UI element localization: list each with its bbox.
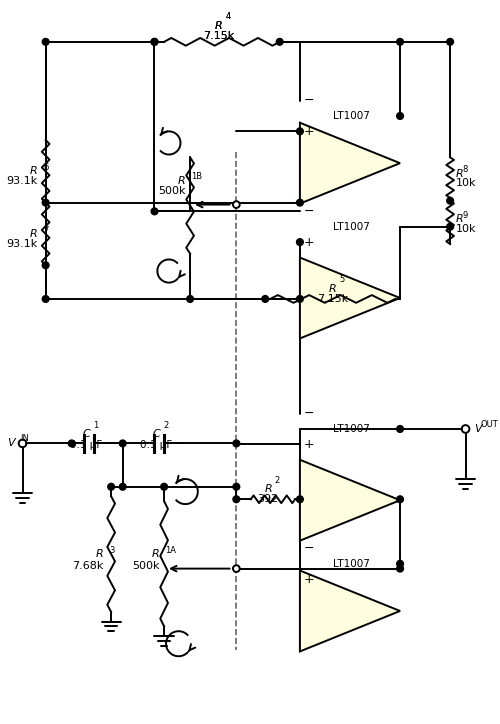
Circle shape — [151, 208, 158, 215]
Circle shape — [151, 38, 158, 45]
Circle shape — [262, 295, 268, 303]
Text: 0.1 μF: 0.1 μF — [70, 439, 102, 450]
Circle shape — [120, 484, 126, 490]
Circle shape — [151, 38, 158, 45]
Circle shape — [233, 440, 239, 447]
Text: 9: 9 — [462, 211, 468, 219]
Text: 5: 5 — [340, 275, 344, 285]
Text: 2: 2 — [163, 421, 168, 429]
Text: V: V — [7, 439, 15, 448]
Text: 10k: 10k — [456, 178, 476, 188]
Text: 500k: 500k — [132, 560, 160, 571]
Circle shape — [396, 565, 404, 572]
Circle shape — [108, 484, 114, 490]
Text: 7.15k: 7.15k — [317, 294, 348, 304]
Text: R: R — [30, 166, 38, 176]
Text: 6: 6 — [44, 162, 49, 172]
Polygon shape — [300, 123, 400, 203]
Circle shape — [396, 113, 404, 119]
Circle shape — [296, 496, 304, 502]
Polygon shape — [300, 460, 400, 541]
Text: C: C — [82, 429, 90, 439]
Circle shape — [233, 201, 239, 208]
Text: 7: 7 — [44, 226, 49, 235]
Polygon shape — [300, 258, 400, 338]
Circle shape — [160, 484, 168, 490]
Text: −: − — [304, 94, 314, 107]
Circle shape — [447, 38, 454, 45]
Text: −: − — [304, 407, 314, 420]
Text: 8: 8 — [462, 165, 468, 174]
Text: R: R — [215, 21, 223, 30]
Text: 4: 4 — [226, 12, 231, 21]
Text: 1: 1 — [93, 421, 98, 429]
Circle shape — [447, 224, 454, 230]
Circle shape — [42, 38, 49, 45]
Text: LT1007: LT1007 — [334, 559, 370, 569]
Text: +: + — [304, 235, 314, 248]
Text: −: − — [304, 542, 314, 555]
Text: 93.1k: 93.1k — [6, 239, 38, 249]
Text: R: R — [215, 21, 223, 30]
Circle shape — [186, 295, 194, 303]
Circle shape — [233, 496, 239, 502]
Circle shape — [233, 565, 239, 572]
Text: +: + — [304, 573, 314, 586]
Circle shape — [42, 199, 49, 206]
Circle shape — [396, 496, 404, 502]
Text: C: C — [152, 429, 160, 439]
Circle shape — [120, 440, 126, 447]
Circle shape — [296, 199, 304, 206]
Text: R: R — [264, 484, 272, 494]
Text: 392: 392 — [258, 494, 278, 505]
Text: 1A: 1A — [165, 546, 176, 555]
Text: OUT: OUT — [481, 420, 498, 429]
Text: 1B: 1B — [191, 172, 202, 181]
Text: +: + — [304, 125, 314, 138]
Circle shape — [296, 128, 304, 135]
Circle shape — [447, 198, 454, 204]
Text: +: + — [304, 438, 314, 451]
Text: R: R — [329, 284, 336, 293]
Circle shape — [233, 484, 239, 490]
Text: R: R — [96, 550, 104, 559]
Circle shape — [42, 262, 49, 269]
Circle shape — [276, 38, 283, 45]
Circle shape — [296, 239, 304, 245]
Text: −: − — [304, 205, 314, 218]
Text: 500k: 500k — [158, 186, 186, 196]
Text: 0.1 μF: 0.1 μF — [140, 439, 172, 450]
Text: 7.15k: 7.15k — [204, 31, 234, 41]
Circle shape — [42, 295, 49, 303]
Text: R: R — [30, 230, 38, 240]
Text: 2: 2 — [275, 476, 280, 484]
Text: 7.68k: 7.68k — [72, 560, 104, 571]
Text: LT1007: LT1007 — [334, 222, 370, 232]
Text: R: R — [456, 214, 464, 224]
Text: IN: IN — [20, 434, 30, 443]
Circle shape — [396, 426, 404, 432]
Text: V: V — [474, 424, 482, 434]
Circle shape — [296, 295, 304, 303]
Text: LT1007: LT1007 — [334, 111, 370, 121]
Text: 93.1k: 93.1k — [6, 175, 38, 185]
Circle shape — [68, 440, 75, 447]
Text: 3: 3 — [109, 546, 114, 555]
Polygon shape — [300, 571, 400, 652]
Text: LT1007: LT1007 — [334, 424, 370, 434]
Text: R: R — [178, 175, 186, 185]
Text: R: R — [152, 550, 160, 559]
Text: 7.15k: 7.15k — [204, 31, 234, 41]
Text: 4: 4 — [226, 12, 231, 21]
Circle shape — [396, 38, 404, 45]
Text: R: R — [456, 169, 464, 179]
Circle shape — [396, 560, 404, 567]
Text: 10k: 10k — [456, 224, 476, 234]
